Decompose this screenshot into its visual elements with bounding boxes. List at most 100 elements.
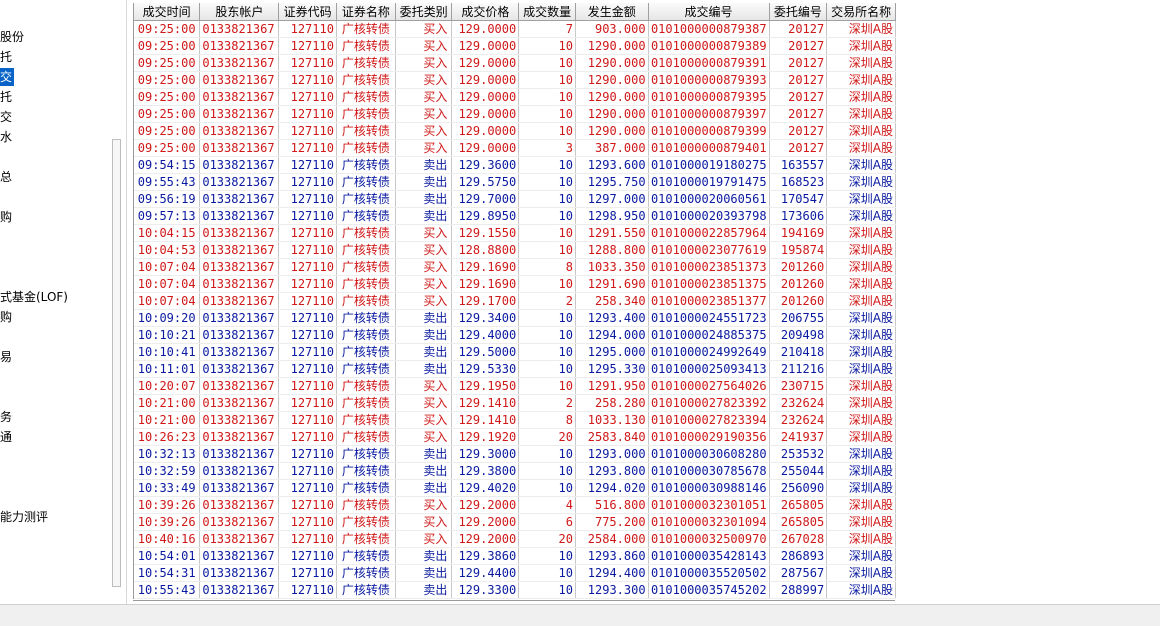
table-row[interactable]: 10:40:16 0133821367 127110 广核转债 买入 129.2000 20… (134, 530, 896, 548)
col-trade-price-header[interactable]: 成交价格 (451, 3, 520, 21)
col-shareholder-account-cell: 0133821367 (199, 428, 280, 446)
col-shareholder-account-cell: 0133821367 (199, 173, 280, 191)
col-order-type-cell: 买入 (395, 496, 453, 514)
col-trade-time-cell: 09:25:00 (134, 88, 201, 106)
col-amount-cell: 1290.000 (575, 54, 649, 72)
sidebar-item[interactable]: 水 (0, 130, 13, 144)
col-shareholder-account-cell: 0133821367 (199, 394, 280, 412)
col-shareholder-account-header[interactable]: 股东帐户 (199, 3, 280, 21)
sidebar-item[interactable]: 股份 (0, 30, 25, 44)
col-amount-cell: 516.800 (575, 496, 649, 514)
col-trade-quantity-header[interactable]: 成交数量 (518, 3, 576, 21)
col-amount-cell: 1290.000 (575, 88, 649, 106)
table-row[interactable]: 10:39:26 0133821367 127110 广核转债 买入 129.2000 4 5… (134, 496, 896, 514)
table-row[interactable]: 10:32:13 0133821367 127110 广核转债 卖出 129.3000 10… (134, 445, 896, 463)
col-trade-time-cell: 10:40:16 (134, 530, 201, 548)
table-row[interactable]: 10:11:01 0133821367 127110 广核转债 卖出 129.5330 10… (134, 360, 896, 378)
col-order-type-header[interactable]: 委托类别 (395, 3, 453, 21)
table-row[interactable]: 09:25:00 0133821367 127110 广核转债 买入 129.0000 10… (134, 71, 896, 89)
col-shareholder-account-cell: 0133821367 (199, 530, 280, 548)
sidebar-item[interactable]: 购 (0, 210, 13, 224)
sidebar-item[interactable]: 易 (0, 350, 13, 364)
col-amount-cell: 1297.000 (575, 190, 649, 208)
table-row[interactable]: 10:20:07 0133821367 127110 广核转债 买入 129.1950 10… (134, 377, 896, 395)
table-row[interactable]: 10:39:26 0133821367 127110 广核转债 买入 129.2000 6 7… (134, 513, 896, 531)
table-row[interactable]: 10:07:04 0133821367 127110 广核转债 买入 129.1700 2 2… (134, 292, 896, 310)
sidebar-item[interactable]: 通 (0, 430, 13, 444)
col-shareholder-account-cell: 0133821367 (199, 360, 280, 378)
table-row[interactable]: 10:54:01 0133821367 127110 广核转债 卖出 129.3860 10… (134, 547, 896, 565)
table-row[interactable]: 09:25:00 0133821367 127110 广核转债 买入 129.0000 3 3… (134, 139, 896, 157)
col-security-code-cell: 127110 (278, 71, 337, 89)
col-shareholder-account-cell: 0133821367 (199, 224, 280, 242)
table-row[interactable]: 10:33:49 0133821367 127110 广核转债 卖出 129.4020 10… (134, 479, 896, 497)
col-shareholder-account-cell: 0133821367 (199, 377, 280, 395)
col-trade-time-cell: 09:56:19 (134, 190, 201, 208)
col-amount-cell: 1290.000 (575, 122, 649, 140)
table-row[interactable]: 10:07:04 0133821367 127110 广核转债 买入 129.1690 8 1… (134, 258, 896, 276)
col-exchange-name-header[interactable]: 交易所名称 (826, 3, 896, 21)
table-row[interactable]: 10:21:00 0133821367 127110 广核转债 买入 129.1410 8 1… (134, 411, 896, 429)
col-amount-cell: 1291.550 (575, 224, 649, 242)
col-exchange-name-cell: 深圳A股 (826, 156, 896, 174)
table-row[interactable]: 10:09:20 0133821367 127110 广核转债 卖出 129.3400 10… (134, 309, 896, 327)
col-order-number-cell: 288997 (769, 581, 828, 599)
sidebar-item[interactable]: 总 (0, 170, 13, 184)
sidebar-item[interactable]: 式基金(LOF) (0, 290, 68, 304)
col-trade-time-cell: 09:54:15 (134, 156, 201, 174)
sidebar-item[interactable]: 托 (0, 90, 13, 104)
table-row[interactable]: 09:25:00 0133821367 127110 广核转债 买入 129.0000 10… (134, 88, 896, 106)
sidebar-item[interactable]: 交 (0, 110, 13, 124)
col-shareholder-account-cell: 0133821367 (199, 156, 280, 174)
col-exchange-name-cell: 深圳A股 (826, 547, 896, 565)
col-security-code-cell: 127110 (278, 190, 337, 208)
table-row[interactable]: 10:07:04 0133821367 127110 广核转债 买入 129.1690 10… (134, 275, 896, 293)
col-trade-time-cell: 10:04:53 (134, 241, 201, 259)
sidebar-item[interactable]: 托 (0, 50, 13, 64)
col-security-name-cell: 广核转债 (336, 207, 396, 225)
table-row[interactable]: 09:54:15 0133821367 127110 广核转债 卖出 129.3600 10… (134, 156, 896, 174)
table-row[interactable]: 10:54:31 0133821367 127110 广核转债 卖出 129.4400 10… (134, 564, 896, 582)
table-row[interactable]: 10:21:00 0133821367 127110 广核转债 买入 129.1410 2 2… (134, 394, 896, 412)
col-trade-time-cell: 10:26:23 (134, 428, 201, 446)
sidebar-item[interactable]: 购 (0, 310, 13, 324)
sidebar-scrollbar[interactable] (112, 139, 121, 587)
col-order-type-cell: 买入 (395, 71, 453, 89)
sidebar-item[interactable]: 务 (0, 410, 13, 424)
table-row[interactable]: 09:57:13 0133821367 127110 广核转债 卖出 129.8950 10… (134, 207, 896, 225)
table-row[interactable]: 09:25:00 0133821367 127110 广核转债 买入 129.0000 7 9… (134, 20, 896, 38)
table-row[interactable]: 10:10:21 0133821367 127110 广核转债 卖出 129.4000 10… (134, 326, 896, 344)
table-row[interactable]: 10:26:23 0133821367 127110 广核转债 买入 129.1920 20… (134, 428, 896, 446)
col-exchange-name-cell: 深圳A股 (826, 258, 896, 276)
table-row[interactable]: 09:25:00 0133821367 127110 广核转债 买入 129.0000 10… (134, 122, 896, 140)
col-trade-number-header[interactable]: 成交编号 (648, 3, 770, 21)
col-trade-number-cell: 0101000000879387 (648, 20, 770, 38)
table-row[interactable]: 10:55:43 0133821367 127110 广核转债 卖出 129.3300 10… (134, 581, 896, 599)
table-row[interactable]: 09:25:00 0133821367 127110 广核转债 买入 129.0000 10… (134, 105, 896, 123)
col-trade-time-header[interactable]: 成交时间 (134, 3, 201, 21)
col-security-code-header[interactable]: 证券代码 (278, 3, 337, 21)
col-amount-cell: 1294.020 (575, 479, 649, 497)
col-trade-price-cell: 129.3400 (451, 309, 520, 327)
col-amount-header[interactable]: 发生金额 (575, 3, 649, 21)
col-security-name-cell: 广核转债 (336, 190, 396, 208)
col-trade-time-cell: 10:11:01 (134, 360, 201, 378)
col-security-name-header[interactable]: 证券名称 (336, 3, 396, 21)
col-trade-quantity-cell: 7 (518, 20, 576, 38)
col-order-number-cell: 20127 (769, 88, 828, 106)
col-trade-time-cell: 10:32:59 (134, 462, 201, 480)
table-row[interactable]: 10:04:53 0133821367 127110 广核转债 买入 128.8800 10… (134, 241, 896, 259)
sidebar-item[interactable]: 能力测评 (0, 510, 49, 524)
table-row[interactable]: 09:25:00 0133821367 127110 广核转债 买入 129.0000 10… (134, 54, 896, 72)
table-row[interactable]: 10:04:15 0133821367 127110 广核转债 买入 129.1550 10… (134, 224, 896, 242)
table-row[interactable]: 09:56:19 0133821367 127110 广核转债 卖出 129.7000 10… (134, 190, 896, 208)
table-row[interactable]: 09:25:00 0133821367 127110 广核转债 买入 129.0000 10… (134, 37, 896, 55)
col-order-number-cell: 206755 (769, 309, 828, 327)
table-row[interactable]: 10:32:59 0133821367 127110 广核转债 卖出 129.3800 10… (134, 462, 896, 480)
panel-divider (126, 0, 127, 604)
col-exchange-name-cell: 深圳A股 (826, 479, 896, 497)
sidebar-item[interactable]: 交 (0, 68, 15, 86)
table-row[interactable]: 09:55:43 0133821367 127110 广核转债 卖出 129.5750 10… (134, 173, 896, 191)
table-row[interactable]: 10:10:41 0133821367 127110 广核转债 卖出 129.5000 10… (134, 343, 896, 361)
col-order-number-header[interactable]: 委托编号 (769, 3, 828, 21)
